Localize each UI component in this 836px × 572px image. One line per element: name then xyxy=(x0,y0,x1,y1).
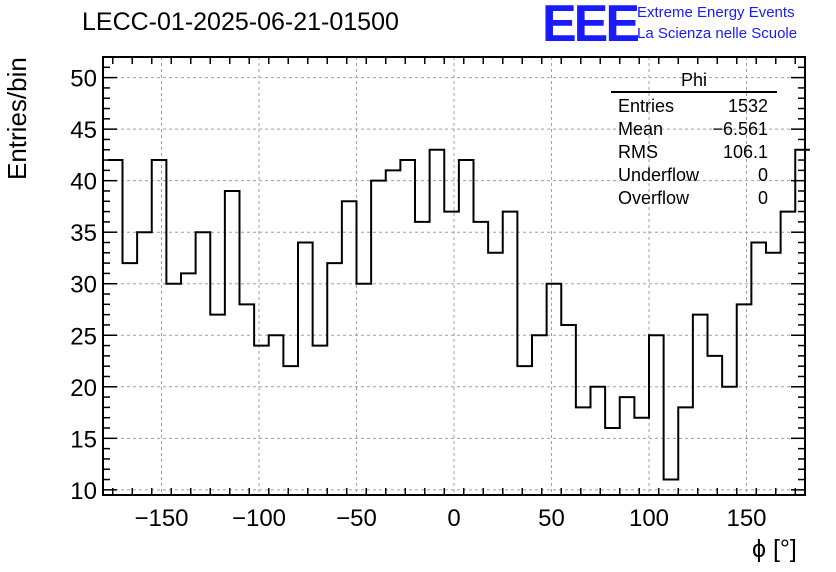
stats-divider xyxy=(611,91,777,93)
stats-value: 1532 xyxy=(727,96,768,116)
stats-label: Overflow xyxy=(618,188,690,208)
stats-row-overflow: Overflow 0 xyxy=(611,187,777,210)
stats-value: 0 xyxy=(757,165,768,185)
stats-row-underflow: Underflow 0 xyxy=(611,164,777,187)
x-tick-label: 150 xyxy=(726,505,766,532)
x-tick-label: −150 xyxy=(134,505,188,532)
stats-label: Entries xyxy=(618,96,675,116)
eee-logo: EEE xyxy=(542,0,640,53)
stats-value: 106.1 xyxy=(722,142,768,162)
stats-label: Underflow xyxy=(618,165,700,185)
x-tick-label: 100 xyxy=(629,505,669,532)
logo-line-2: La Scienza nelle Scuole xyxy=(637,25,798,42)
x-tick-label: −50 xyxy=(336,505,377,532)
y-tick-label: 50 xyxy=(70,66,97,93)
axis-ticks xyxy=(103,57,805,495)
x-tick-label: 0 xyxy=(447,505,460,532)
x-axis-label: ϕ [°] xyxy=(752,535,797,563)
x-tick-label: −100 xyxy=(232,505,286,532)
stats-box: Phi Entries 1532 Mean −6.561 RMS 106.1 U… xyxy=(611,70,777,210)
grid-lines xyxy=(103,57,805,495)
stats-row-entries: Entries 1532 xyxy=(611,95,777,118)
x-tick-label: 50 xyxy=(538,505,565,532)
stats-row-rms: RMS 106.1 xyxy=(611,141,777,164)
y-tick-label: 25 xyxy=(70,323,97,350)
stats-value: 0 xyxy=(757,188,768,208)
y-axis-label: Entries/bin xyxy=(2,57,32,180)
x-tick-labels: −150 −100 −50 0 50 100 150 xyxy=(134,505,766,532)
y-tick-label: 20 xyxy=(70,375,97,402)
stats-box-title: Phi xyxy=(680,70,707,90)
stats-label: Mean xyxy=(618,119,664,139)
histogram-line xyxy=(107,148,810,481)
y-tick-labels: 10 15 20 25 30 35 40 45 50 xyxy=(70,66,97,505)
y-tick-label: 10 xyxy=(70,478,97,505)
stats-row-mean: Mean −6.561 xyxy=(611,118,777,141)
plot-frame xyxy=(102,56,806,496)
y-tick-label: 40 xyxy=(70,169,97,196)
y-tick-label: 15 xyxy=(70,426,97,453)
y-tick-label: 30 xyxy=(70,272,97,299)
stats-value: −6.561 xyxy=(712,119,768,139)
logo-line-1: Extreme Energy Events xyxy=(637,4,795,21)
chart-title: LECC-01-2025-06-21-01500 xyxy=(82,8,399,36)
y-tick-label: 45 xyxy=(70,117,97,144)
y-tick-label: 35 xyxy=(70,220,97,247)
stats-label: RMS xyxy=(618,142,658,162)
